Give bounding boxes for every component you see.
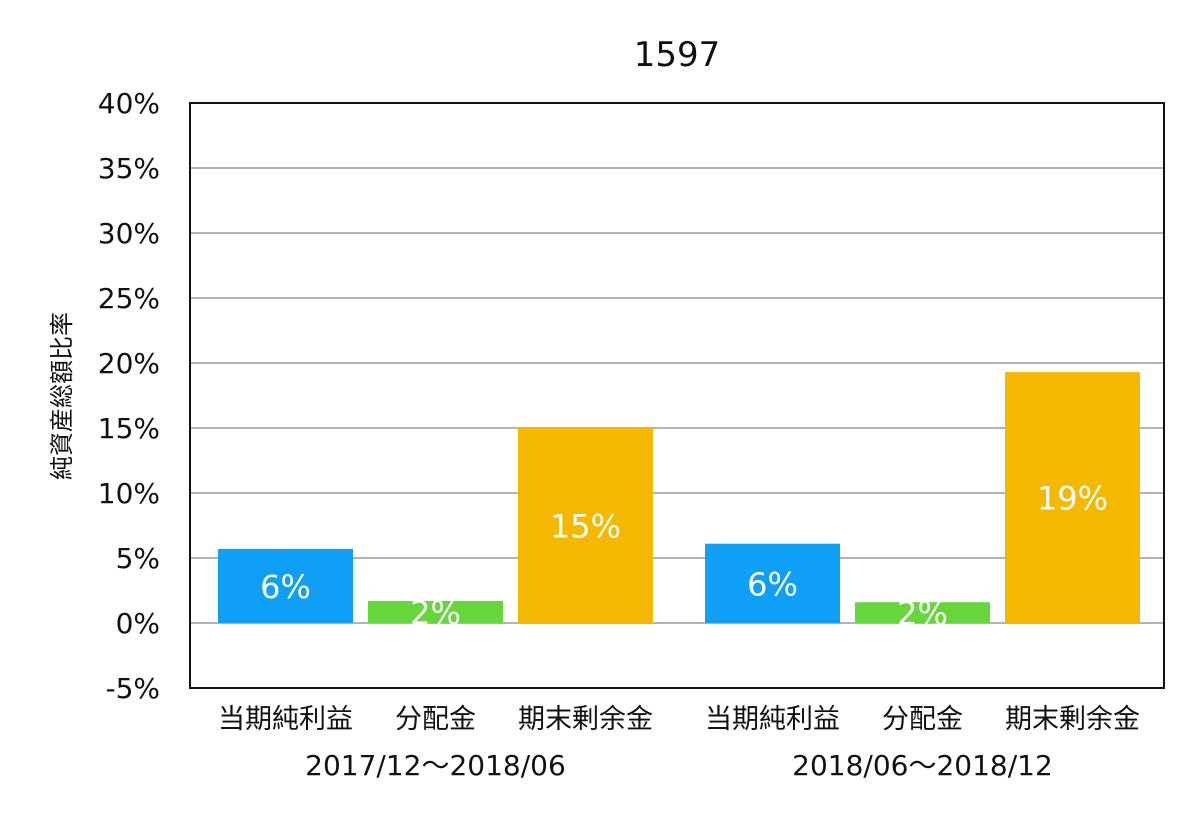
y-axis-ticks: -5% 0% 5% 10% 15% 20% 25% 30% 35% 40% [98, 87, 160, 705]
bar [518, 428, 653, 623]
bar [368, 600, 503, 623]
plot-area-border [189, 102, 1165, 689]
bar-value-label: 19% [1037, 480, 1108, 518]
y-tick-label: 15% [98, 412, 160, 445]
x-category-label: 分配金 [882, 704, 963, 735]
y-tick-label: 20% [98, 347, 160, 380]
x-category-label: 期末剰余金 [1005, 704, 1140, 735]
x-category-label: 当期純利益 [218, 704, 353, 735]
y-tick-label: 30% [98, 217, 160, 250]
chart-title: 1597 [634, 35, 721, 75]
y-tick-label: 25% [98, 282, 160, 315]
y-tick-label: 40% [98, 87, 160, 120]
bar [1005, 372, 1140, 623]
x-category-label: 当期純利益 [705, 704, 840, 735]
y-tick-label: 35% [98, 152, 160, 185]
bar [705, 543, 840, 623]
bar-value-label: 15% [550, 508, 621, 546]
bar [218, 548, 353, 623]
x-category-label: 期末剰余金 [518, 704, 653, 735]
x-group-label: 2017/12～2018/06 [305, 749, 566, 782]
x-group-label: 2018/06～2018/12 [792, 749, 1053, 782]
x-category-label: 分配金 [395, 704, 476, 735]
y-tick-label: 5% [116, 542, 160, 575]
x-axis-labels: 当期純利益 分配金 期末剰余金 2017/12～2018/06 当期純利益 分配金 期末剰余… [218, 704, 1140, 782]
bar-value-label: 2% [897, 595, 948, 633]
bar-value-label: 6% [747, 565, 798, 603]
y-tick-label: -5% [105, 672, 160, 705]
bars: 6% 2% 15% 6% 2% 19% [218, 372, 1140, 633]
bar [855, 602, 990, 623]
y-tick-label: 0% [116, 607, 160, 640]
bar-value-label: 6% [260, 568, 311, 606]
y-tick-label: 10% [98, 477, 160, 510]
bar-value-label: 2% [410, 594, 461, 632]
y-axis-title: 純資産総額比率 [48, 312, 76, 480]
